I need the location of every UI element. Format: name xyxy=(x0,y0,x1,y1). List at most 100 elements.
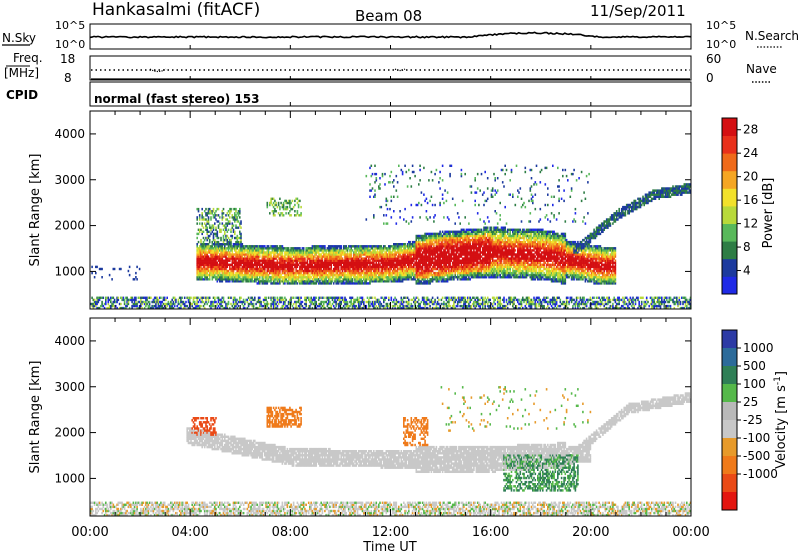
power-cell xyxy=(272,201,275,205)
power-cell xyxy=(286,249,289,252)
power-cell xyxy=(439,267,441,271)
power-cell xyxy=(229,263,231,267)
power-cell xyxy=(360,253,363,256)
power-cell xyxy=(326,249,329,252)
power-cell xyxy=(289,257,291,260)
power-cell xyxy=(332,282,335,285)
power-cell xyxy=(299,298,301,302)
power-cell xyxy=(239,207,241,211)
power-cell xyxy=(406,267,409,271)
power-cell xyxy=(246,273,249,277)
power-cell xyxy=(411,253,414,256)
power-cell xyxy=(322,267,325,271)
power-cell xyxy=(424,236,426,240)
power-cell xyxy=(282,282,285,285)
power-cell xyxy=(251,247,254,250)
power-cell xyxy=(246,265,249,269)
power-cell xyxy=(267,263,270,267)
power-cell xyxy=(270,306,272,309)
power-cell xyxy=(215,210,217,213)
power-cell xyxy=(239,280,241,283)
power-cell xyxy=(279,197,281,201)
power-cell xyxy=(341,298,344,302)
power-cell xyxy=(266,278,269,281)
power-cell xyxy=(239,251,241,254)
power-cell xyxy=(423,273,425,277)
power-cell xyxy=(380,259,383,262)
power-cell xyxy=(236,240,239,244)
power-cell xyxy=(399,271,401,275)
power-cell xyxy=(220,243,222,246)
power-cell xyxy=(388,278,390,281)
power-cell xyxy=(342,249,345,252)
power-cell xyxy=(416,253,419,256)
power-cell xyxy=(212,228,215,232)
power-cell xyxy=(246,300,249,304)
power-cell xyxy=(138,267,141,271)
power-cell xyxy=(111,304,113,308)
power-cell xyxy=(282,276,285,279)
power-cell xyxy=(444,236,446,240)
power-cell xyxy=(341,280,344,283)
power-cell xyxy=(424,249,426,252)
power-cell xyxy=(296,247,299,250)
power-cell xyxy=(224,251,226,254)
power-cell xyxy=(197,278,200,281)
power-cell xyxy=(270,265,272,269)
power-cell xyxy=(202,243,205,246)
power-cell xyxy=(262,271,265,275)
power-cell xyxy=(409,306,411,309)
power-cell xyxy=(396,304,399,308)
power-cell xyxy=(254,261,256,265)
power-cell xyxy=(205,224,207,227)
power-cell xyxy=(227,296,230,300)
power-cell xyxy=(205,271,207,275)
power-cell xyxy=(306,280,309,283)
power-cell xyxy=(351,261,354,265)
power-cell xyxy=(315,273,317,277)
power-cell xyxy=(244,253,246,256)
power-cell xyxy=(441,273,444,277)
power-cell xyxy=(259,273,261,277)
power-cell xyxy=(423,249,425,252)
power-cell xyxy=(438,269,440,273)
power-cell xyxy=(168,304,171,308)
power-cell xyxy=(220,255,222,258)
power-cell xyxy=(378,245,380,248)
power-cell xyxy=(291,296,294,300)
power-cell xyxy=(237,214,240,217)
power-cell xyxy=(435,247,438,250)
power-cell xyxy=(276,269,279,273)
power-cell xyxy=(244,276,246,279)
power-cell xyxy=(207,220,210,223)
power-cell xyxy=(276,298,279,302)
power-cell xyxy=(366,282,369,285)
power-cell xyxy=(282,257,285,260)
power-cell xyxy=(208,261,211,265)
power-cell xyxy=(315,306,317,309)
power-cell xyxy=(341,271,344,275)
power-cell xyxy=(364,273,366,277)
power-cell xyxy=(294,265,296,269)
power-cell xyxy=(330,255,332,258)
power-cell xyxy=(357,276,360,279)
power-cell xyxy=(376,269,379,273)
power-cell xyxy=(256,255,259,258)
power-cell xyxy=(314,302,316,306)
power-cell xyxy=(430,273,433,277)
power-cell xyxy=(107,300,110,304)
power-cell xyxy=(236,247,239,250)
power-cell xyxy=(147,304,150,308)
power-cell xyxy=(311,278,314,281)
power-cell xyxy=(252,267,255,271)
power-cell xyxy=(274,278,276,281)
power-cell xyxy=(295,282,297,285)
power-cell xyxy=(252,304,255,308)
power-cell xyxy=(187,300,190,304)
power-cell xyxy=(211,276,214,279)
power-cell xyxy=(111,278,113,281)
power-cell xyxy=(425,245,428,248)
power-cell xyxy=(429,251,431,254)
power-cell xyxy=(106,306,108,309)
power-cell xyxy=(443,238,445,242)
